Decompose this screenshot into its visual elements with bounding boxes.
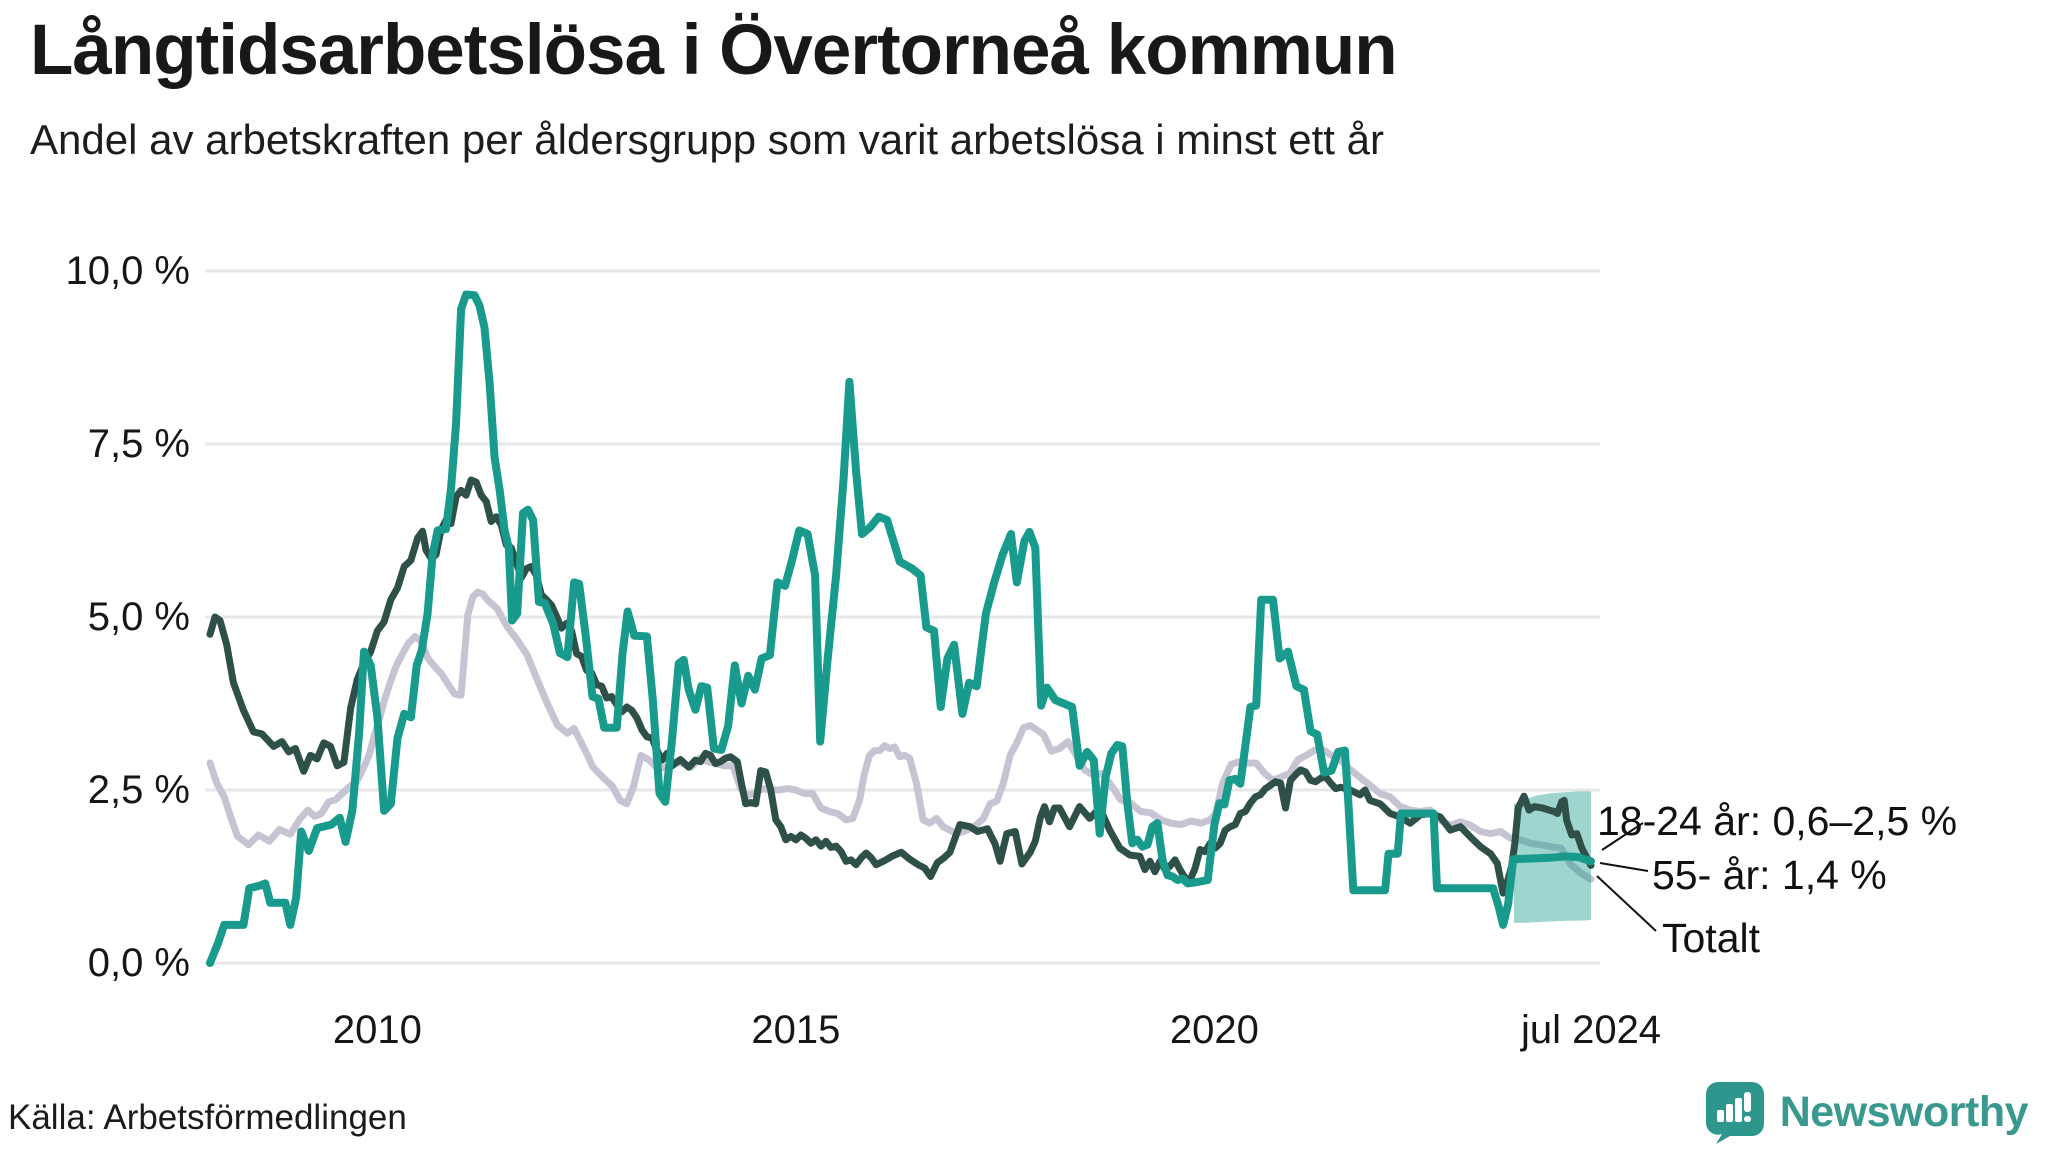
bar-2 <box>1725 1104 1733 1122</box>
y-axis-tick-label: 2,5 % <box>87 768 190 812</box>
source-note: Källa: Arbetsförmedlingen <box>8 1098 407 1137</box>
brand-logo: Newsworthy <box>1704 1080 2029 1144</box>
annotation-leader-line <box>1596 875 1657 932</box>
bar-1 <box>1716 1110 1724 1122</box>
chart-subtitle: Andel av arbetskraften per åldersgrupp s… <box>30 116 1384 163</box>
y-axis-tick-label: 0,0 % <box>87 941 190 985</box>
speech-bubble-shape <box>1705 1082 1764 1144</box>
y-axis-tick-label: 10,0 % <box>65 249 190 293</box>
bar-3 <box>1734 1098 1742 1122</box>
y-axis-tick-label: 7,5 % <box>87 422 190 466</box>
annotation-leader-line <box>1599 862 1649 872</box>
x-axis-tick-label: 2010 <box>332 1008 422 1052</box>
exclamation-stem <box>1743 1092 1751 1112</box>
series-line-totalt <box>206 588 1595 883</box>
x-axis-tick-label: 2015 <box>751 1008 841 1052</box>
annotation-55: 55- år: 1,4 % <box>1652 852 1887 898</box>
exclamation-dot <box>1743 1116 1751 1122</box>
series-line-55 <box>206 476 1595 897</box>
y-axis-tick-label: 5,0 % <box>87 595 190 639</box>
x-axis-tick-label: jul 2024 <box>1520 1008 1662 1052</box>
annotation-leader-line <box>1601 822 1644 851</box>
page-title: Långtidsarbetslösa i Övertorneå kommun <box>30 11 1398 90</box>
annotation-totalt: Totalt <box>1662 915 1760 961</box>
annotation-18-24: 18-24 år: 0,6–2,5 % <box>1597 798 1958 844</box>
series-line-18-24 <box>206 290 1595 967</box>
x-axis-tick-label: 2020 <box>1169 1008 1259 1052</box>
brand-name: Newsworthy <box>1779 1087 2029 1136</box>
newsworthy-icon <box>1705 1082 1764 1144</box>
